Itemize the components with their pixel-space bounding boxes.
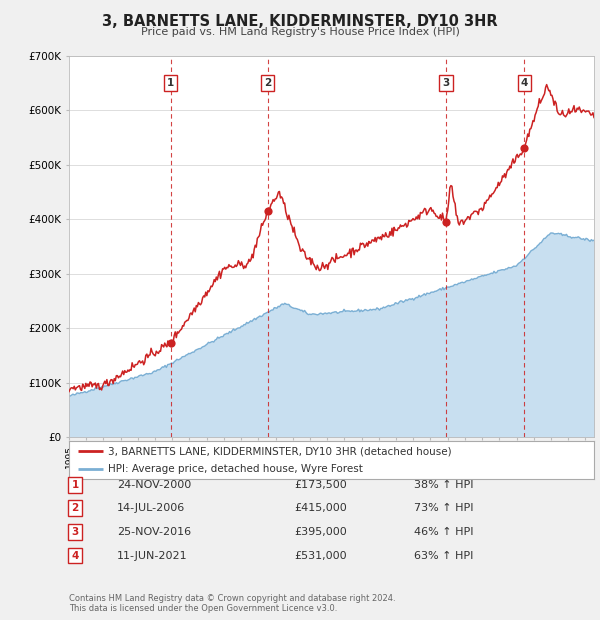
Text: 2: 2	[71, 503, 79, 513]
Text: 73% ↑ HPI: 73% ↑ HPI	[414, 503, 473, 513]
Text: 63% ↑ HPI: 63% ↑ HPI	[414, 551, 473, 560]
Text: £415,000: £415,000	[294, 503, 347, 513]
Point	[166, 338, 175, 348]
Text: 1: 1	[167, 78, 174, 88]
Text: 3, BARNETTS LANE, KIDDERMINSTER, DY10 3HR (detached house): 3, BARNETTS LANE, KIDDERMINSTER, DY10 3H…	[109, 446, 452, 456]
Text: 2: 2	[264, 78, 271, 88]
Text: 11-JUN-2021: 11-JUN-2021	[117, 551, 188, 560]
Text: 4: 4	[71, 551, 79, 560]
Point	[441, 217, 451, 227]
Text: 4: 4	[520, 78, 528, 88]
Text: 25-NOV-2016: 25-NOV-2016	[117, 527, 191, 537]
Text: 24-NOV-2000: 24-NOV-2000	[117, 480, 191, 490]
Text: £395,000: £395,000	[294, 527, 347, 537]
Point	[263, 206, 272, 216]
Text: Price paid vs. HM Land Registry's House Price Index (HPI): Price paid vs. HM Land Registry's House …	[140, 27, 460, 37]
Text: 38% ↑ HPI: 38% ↑ HPI	[414, 480, 473, 490]
Text: This data is licensed under the Open Government Licence v3.0.: This data is licensed under the Open Gov…	[69, 603, 337, 613]
Text: 1: 1	[71, 480, 79, 490]
Text: 3: 3	[71, 527, 79, 537]
Text: Contains HM Land Registry data © Crown copyright and database right 2024.: Contains HM Land Registry data © Crown c…	[69, 593, 395, 603]
Text: 3, BARNETTS LANE, KIDDERMINSTER, DY10 3HR: 3, BARNETTS LANE, KIDDERMINSTER, DY10 3H…	[102, 14, 498, 29]
Text: HPI: Average price, detached house, Wyre Forest: HPI: Average price, detached house, Wyre…	[109, 464, 363, 474]
Point	[520, 143, 529, 153]
Text: 3: 3	[442, 78, 449, 88]
Text: 46% ↑ HPI: 46% ↑ HPI	[414, 527, 473, 537]
Text: 14-JUL-2006: 14-JUL-2006	[117, 503, 185, 513]
Text: £173,500: £173,500	[294, 480, 347, 490]
Text: £531,000: £531,000	[294, 551, 347, 560]
